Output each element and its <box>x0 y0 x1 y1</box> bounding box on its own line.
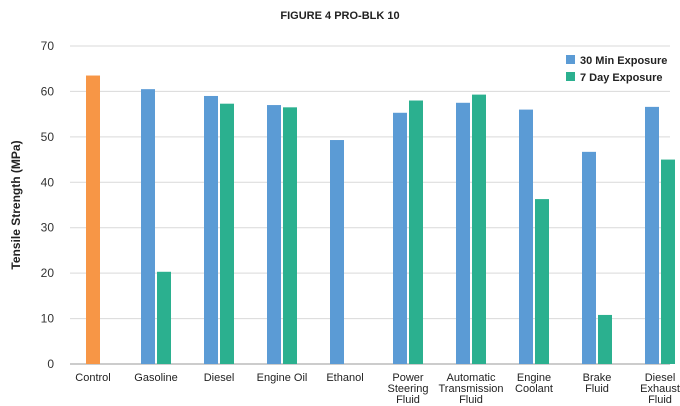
bar-7day <box>220 103 234 365</box>
bar-30min <box>330 140 344 364</box>
bar-30min <box>393 112 407 364</box>
x-tick-label: Control <box>75 372 110 384</box>
y-tick-label: 0 <box>47 357 54 371</box>
bar-7day <box>157 271 171 364</box>
legend-label: 7 Day Exposure <box>580 72 663 84</box>
x-tick-label: Automatic Transmission Fluid <box>439 372 504 406</box>
gridlines <box>70 45 670 365</box>
y-tick-label: 40 <box>41 175 55 189</box>
y-tick-label: 70 <box>41 39 55 53</box>
x-tick-label: Ethanol <box>326 372 363 384</box>
legend-label: 30 Min Exposure <box>580 55 667 67</box>
y-tick-label: 30 <box>41 221 55 235</box>
x-tick-label: Gasoline <box>134 372 177 384</box>
bar-30min <box>204 95 218 364</box>
bar-7day <box>598 314 612 364</box>
y-tick-label: 20 <box>41 266 55 280</box>
x-tick-label: Power Steering Fluid <box>388 372 429 406</box>
x-tick-label: Diesel Exhaust Fluid <box>640 372 680 406</box>
legend: 30 Min Exposure 7 Day Exposure <box>566 55 667 84</box>
y-axis-label: Tensile Strength (MPa) <box>9 140 23 269</box>
y-tick-labels: 0 10 20 30 40 50 60 70 <box>41 39 55 371</box>
x-tick-label: Engine Coolant <box>515 372 553 395</box>
y-tick-label: 60 <box>41 84 55 98</box>
x-tick-label: Brake Fluid <box>583 372 612 395</box>
x-tick-label: Engine Oil <box>257 372 308 384</box>
bar-30min <box>519 109 533 364</box>
bar-7day <box>661 159 675 364</box>
y-tick-label: 50 <box>41 130 55 144</box>
bar-7day <box>409 100 423 364</box>
bar-7day <box>283 107 297 364</box>
chart-title: FIGURE 4 PRO-BLK 10 <box>280 10 400 22</box>
bar-control <box>86 75 100 365</box>
bar-30min <box>267 105 281 365</box>
bar-30min <box>582 151 596 364</box>
bar-30min <box>645 106 659 365</box>
bar-30min <box>141 89 155 365</box>
x-tick-label: Diesel <box>204 372 235 384</box>
y-tick-label: 10 <box>41 312 55 326</box>
bar-30min <box>456 102 470 365</box>
bar-7day <box>535 199 549 364</box>
legend-swatch <box>566 72 575 81</box>
x-tick-labels: Control Gasoline Diesel Engine Oil Ethanol Po… <box>75 372 680 406</box>
bars <box>86 75 675 365</box>
legend-swatch <box>566 55 575 64</box>
bar-7day <box>472 94 486 364</box>
